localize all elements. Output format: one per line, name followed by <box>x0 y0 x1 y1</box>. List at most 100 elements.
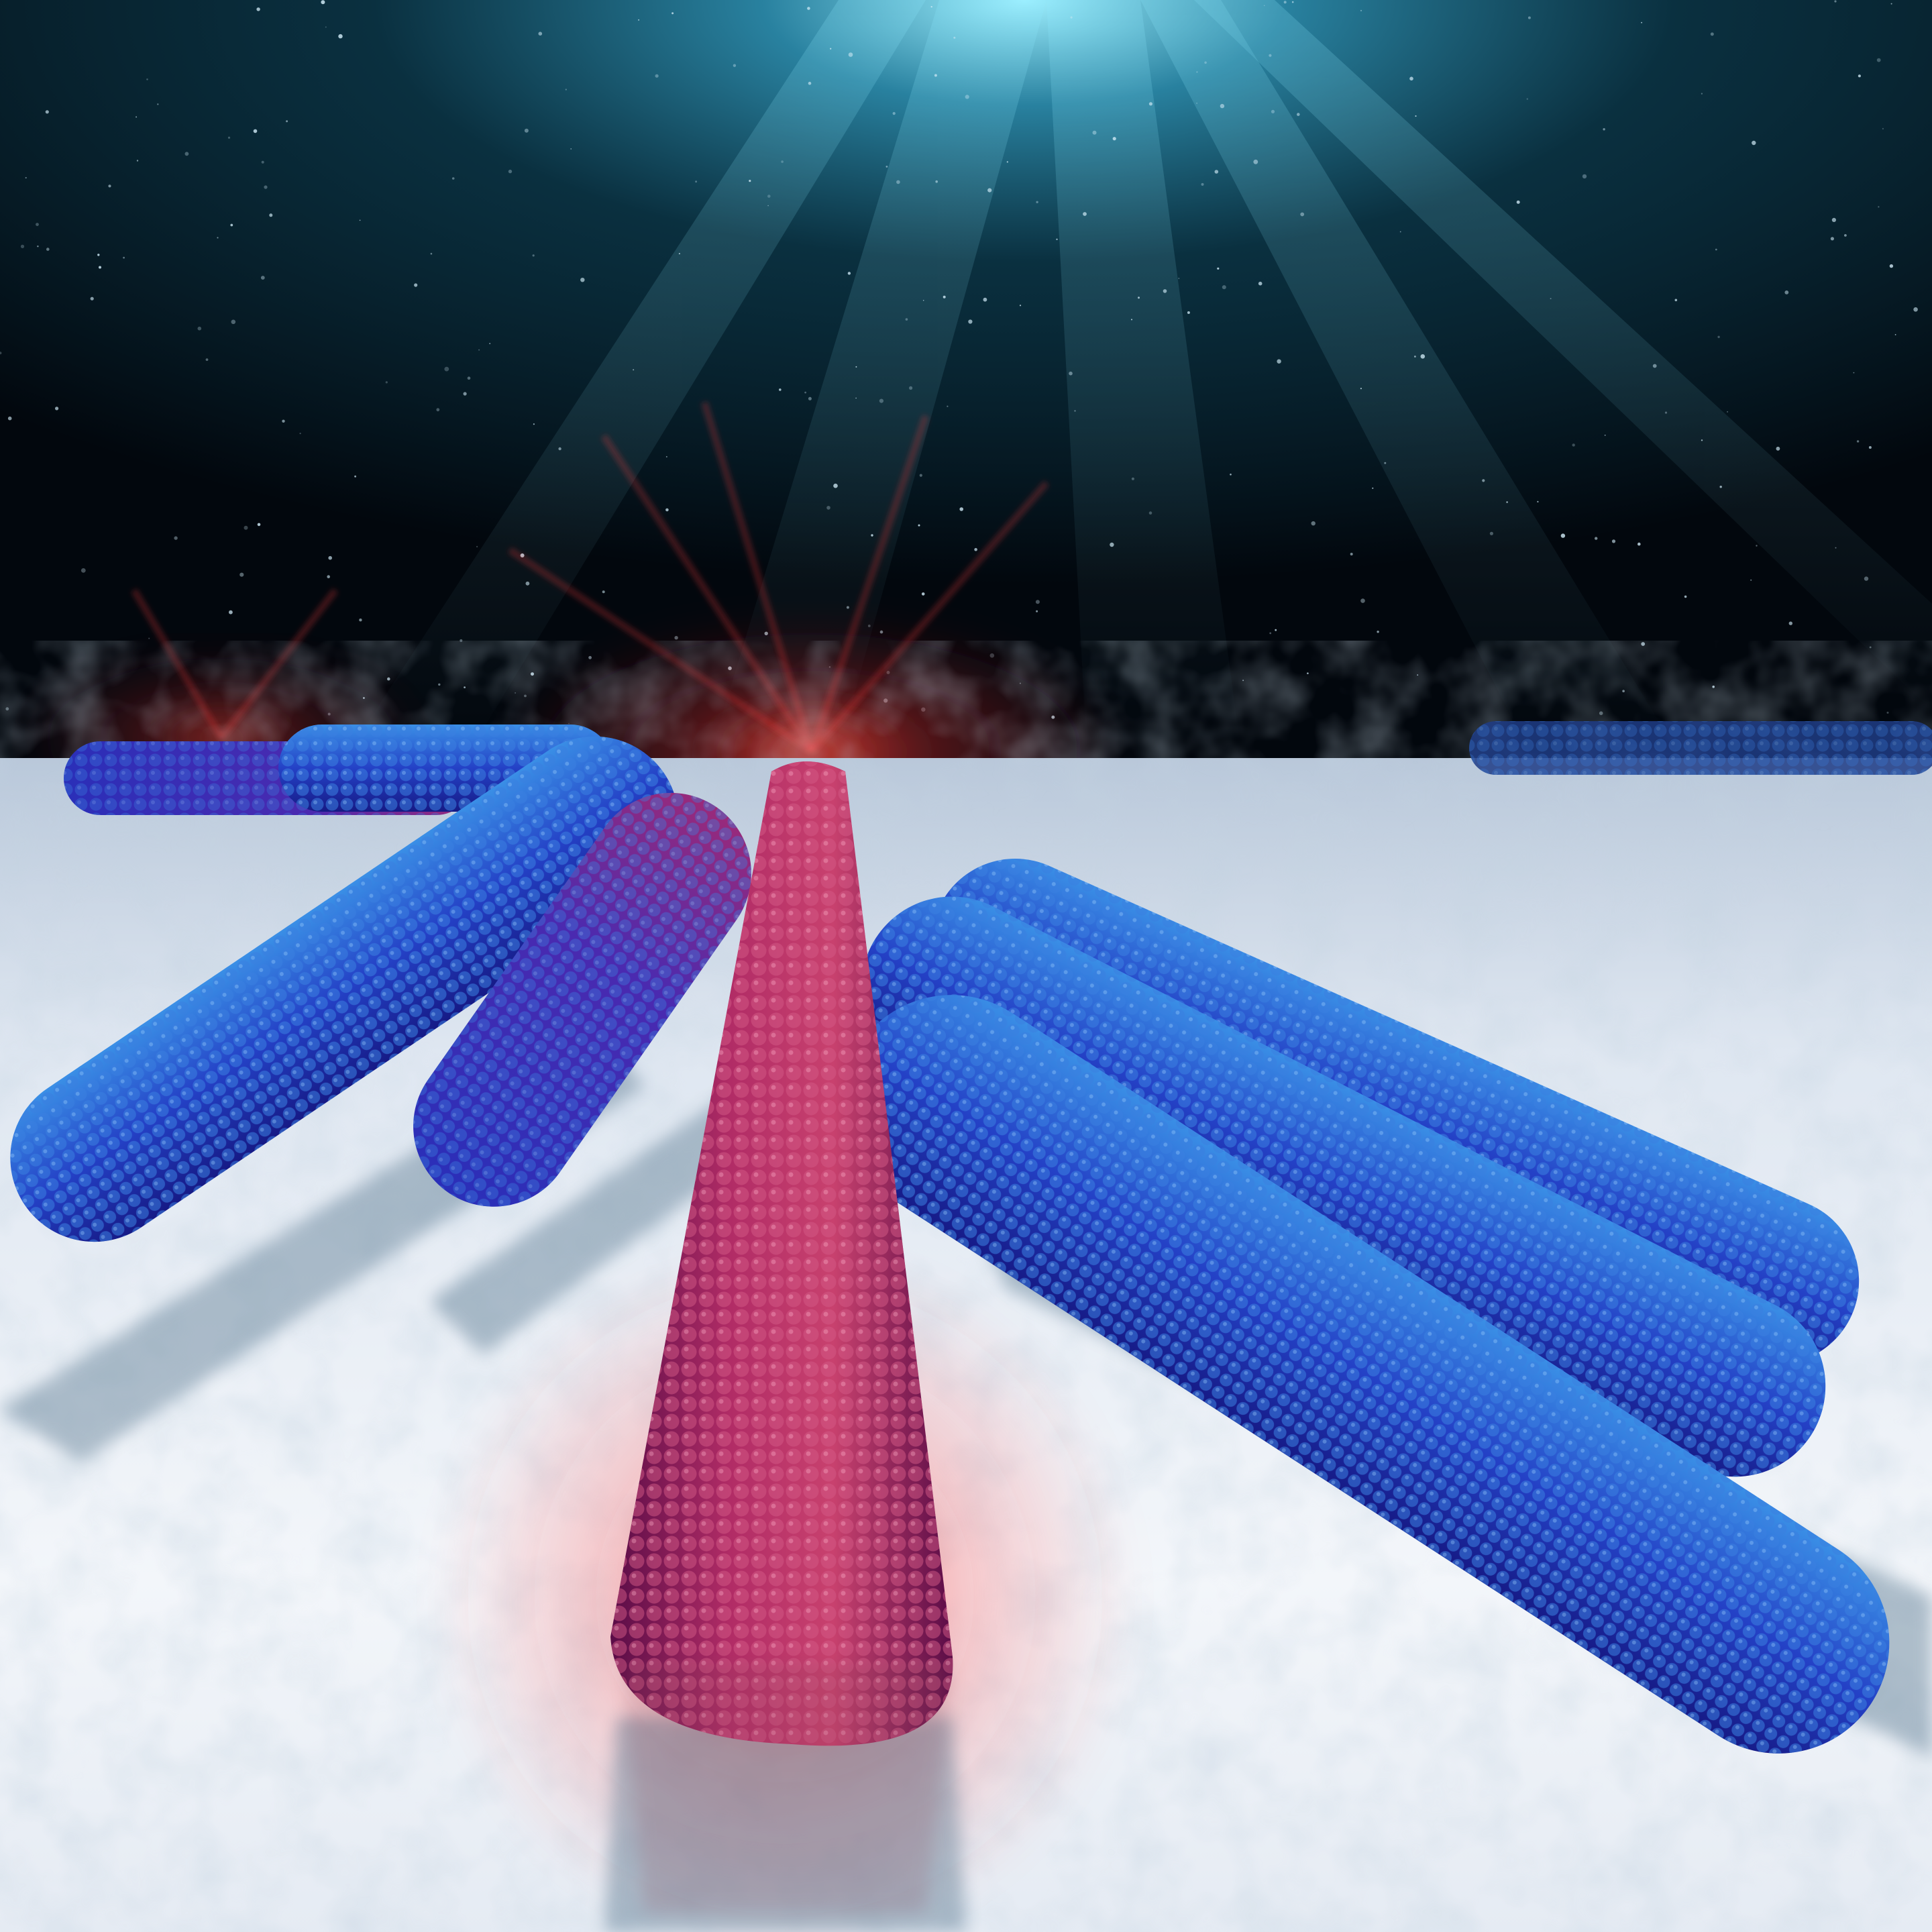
dust-particle <box>136 116 138 118</box>
dust-particle <box>855 366 857 368</box>
dust-particle <box>1560 533 1566 538</box>
dust-particle <box>1148 102 1152 106</box>
dust-particle <box>321 0 325 5</box>
dust-particle <box>959 507 963 511</box>
dust-particle <box>580 278 585 282</box>
dust-particle <box>1641 21 1643 23</box>
dust-particle <box>1420 354 1426 359</box>
dust-particle <box>359 219 361 221</box>
dust-particle <box>885 166 888 168</box>
dust-particle <box>1036 201 1038 203</box>
dust-particle <box>1196 71 1198 73</box>
dust-particle <box>1506 501 1508 503</box>
dust-particle <box>1277 359 1281 364</box>
dust-particle <box>1835 547 1837 549</box>
dust-particle <box>1844 234 1847 237</box>
dust-particle <box>558 447 561 451</box>
dust-particle <box>205 358 209 361</box>
rod-center-reflection <box>624 1664 953 1912</box>
dust-particle <box>968 319 973 324</box>
dust-particle <box>808 81 812 85</box>
rod-right-middle <box>861 896 1826 1477</box>
dust-particle <box>524 128 529 133</box>
dust-particle <box>1719 486 1722 488</box>
dust-particle <box>1214 170 1219 174</box>
dust-particle <box>7 416 12 421</box>
dust-particle <box>1220 103 1225 109</box>
dust-particle <box>136 160 139 162</box>
dust-particle <box>905 318 908 321</box>
dust-particle <box>1138 297 1140 299</box>
dust-particle <box>1858 74 1861 78</box>
dust-particle <box>436 408 440 412</box>
dust-particle <box>257 523 261 527</box>
dust-particle <box>987 188 992 193</box>
dust-particle <box>99 266 101 269</box>
dust-particle <box>244 525 248 530</box>
dust-particle <box>1269 632 1272 635</box>
dust-particle <box>1414 356 1416 358</box>
dust-particle <box>1572 443 1575 447</box>
dust-particle <box>983 297 987 302</box>
dust-particle <box>1083 212 1087 216</box>
dust-particle <box>1417 674 1419 676</box>
rod-left <box>10 736 679 1242</box>
rod-center-left <box>413 792 751 1207</box>
dust-particle <box>1599 711 1603 715</box>
dust-particle <box>665 455 667 458</box>
dust-particle <box>1036 610 1038 612</box>
dust-particle <box>749 180 751 182</box>
dust-particle <box>767 205 769 207</box>
dust-particle <box>1399 231 1401 233</box>
dust-particle <box>90 297 94 301</box>
dust-particle <box>695 180 697 183</box>
dust-particle <box>227 136 231 139</box>
dust-particle <box>1889 264 1894 268</box>
dust-particle <box>0 352 2 355</box>
dust-particle <box>1187 311 1190 314</box>
dust-particle <box>934 74 937 77</box>
dust-particle <box>524 694 527 698</box>
dust-particle <box>1163 289 1167 293</box>
dust-particle <box>515 692 516 694</box>
dust-particle <box>665 508 669 512</box>
dust-particle <box>1864 576 1869 581</box>
dust-particle <box>1148 511 1152 515</box>
dust-particle <box>830 48 832 50</box>
dust-particle <box>892 112 896 115</box>
dust-particle <box>1409 76 1413 80</box>
rod-center <box>610 761 953 1746</box>
dust-particle <box>325 26 327 28</box>
dust-particle <box>354 475 356 478</box>
dust-particle <box>1131 319 1132 321</box>
dust-particle <box>1853 372 1855 374</box>
dust-particle <box>781 160 784 163</box>
dust-particle <box>871 534 873 537</box>
dust-particle <box>1217 267 1220 270</box>
dust-particle <box>804 391 806 394</box>
dust-particle <box>1876 58 1881 62</box>
dust-particle <box>1684 595 1687 598</box>
dust-particle <box>1222 285 1226 290</box>
dust-particle <box>1674 299 1678 302</box>
dust-particle <box>197 326 202 331</box>
dust-particle <box>478 349 480 351</box>
dust-particle <box>947 405 949 407</box>
dust-particle <box>1776 446 1780 451</box>
dust-particle <box>538 32 543 36</box>
dust-particle <box>1204 61 1207 64</box>
dust-particle <box>1856 440 1860 443</box>
dust-particle <box>1350 553 1353 555</box>
dust-particle <box>1652 364 1657 368</box>
dust-particle <box>46 248 50 251</box>
dust-particle <box>1300 212 1305 217</box>
dust-particle <box>123 256 125 259</box>
dust-particle <box>1377 631 1379 633</box>
dust-particle <box>1201 182 1204 186</box>
dust-particle <box>1372 487 1374 489</box>
dust-particle <box>338 34 343 39</box>
dust-particle <box>1110 542 1114 547</box>
dust-particle <box>1131 477 1134 480</box>
dust-particle <box>1611 539 1616 543</box>
